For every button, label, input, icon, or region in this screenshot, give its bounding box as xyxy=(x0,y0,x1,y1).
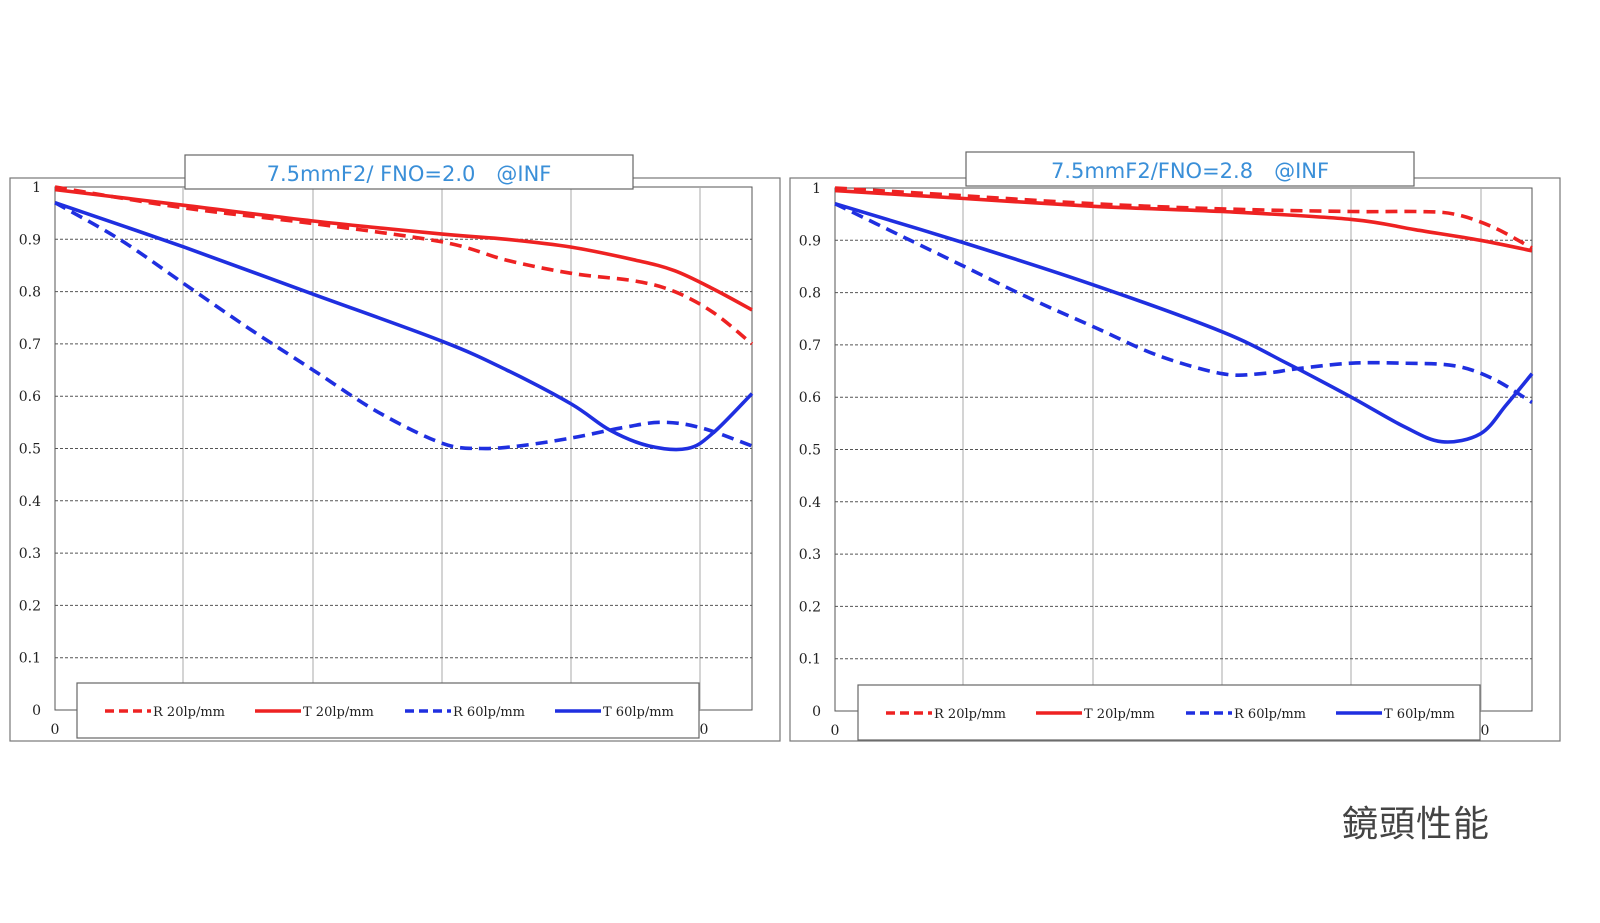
y-tick-label: 0.7 xyxy=(799,338,821,354)
y-tick-label: 0.8 xyxy=(799,286,821,302)
y-tick-label: 0 xyxy=(32,703,41,719)
x-tick-label: 0 xyxy=(51,722,60,738)
series-line xyxy=(54,200,754,452)
y-tick-label: 0.6 xyxy=(19,389,41,405)
legend-label: T 20lp/mm xyxy=(303,705,374,720)
series-line xyxy=(834,202,1533,404)
legend-label: T 60lp/mm xyxy=(1384,707,1455,722)
x-tick-label: 0 xyxy=(700,722,709,738)
y-tick-label: 0.2 xyxy=(799,599,821,615)
chart-title: 7.5mmF2/ FNO=2.0 @INF xyxy=(267,162,552,186)
legend-label: R 20lp/mm xyxy=(153,705,225,720)
series-line xyxy=(834,188,1533,253)
legend-label: R 60lp/mm xyxy=(453,705,525,720)
y-tick-label: 0.1 xyxy=(799,652,821,668)
chart-panel-1: 00.10.20.30.40.50.60.70.80.910 07.5mmF2/ … xyxy=(9,154,781,742)
y-tick-label: 0.4 xyxy=(19,494,41,510)
legend-label: T 60lp/mm xyxy=(603,705,674,720)
y-tick-label: 0.6 xyxy=(799,390,821,406)
y-tick-label: 0.2 xyxy=(19,598,41,614)
series-line xyxy=(54,187,753,312)
series-line xyxy=(54,185,754,346)
y-tick-label: 0.4 xyxy=(799,495,821,511)
chart-panel-2: 00.10.20.30.40.50.60.70.80.910 07.5mmF2/F… xyxy=(789,151,1561,742)
y-tick-label: 0 xyxy=(812,704,821,720)
series-line xyxy=(834,201,1534,444)
chart-frame xyxy=(9,177,781,742)
y-tick-label: 0.7 xyxy=(19,337,41,353)
chart-title-box xyxy=(965,151,1415,187)
y-tick-label: 1 xyxy=(812,181,821,197)
series-line xyxy=(834,186,1533,250)
y-tick-label: 0.5 xyxy=(799,443,821,459)
y-tick-label: 0.1 xyxy=(19,651,41,667)
chart-frame xyxy=(789,177,1561,742)
x-tick-label: 0 xyxy=(1481,723,1490,739)
y-tick-label: 1 xyxy=(32,180,41,196)
caption-lens-performance: 鏡頭性能 xyxy=(1341,804,1490,845)
legend-label: R 20lp/mm xyxy=(934,707,1006,722)
chart-title: 7.5mmF2/FNO=2.8 @INF xyxy=(1051,159,1329,183)
series-line xyxy=(54,201,753,451)
y-tick-label: 0.8 xyxy=(19,285,41,301)
y-tick-label: 0.9 xyxy=(799,233,821,249)
legend-label: R 60lp/mm xyxy=(1234,707,1306,722)
legend-label: T 20lp/mm xyxy=(1084,707,1155,722)
x-tick-label: 0 xyxy=(831,723,840,739)
y-tick-label: 0.3 xyxy=(799,547,821,563)
y-tick-label: 0.5 xyxy=(19,442,41,458)
y-tick-label: 0.9 xyxy=(19,232,41,248)
chart-title-box xyxy=(184,154,634,190)
y-tick-label: 0.3 xyxy=(19,546,41,562)
